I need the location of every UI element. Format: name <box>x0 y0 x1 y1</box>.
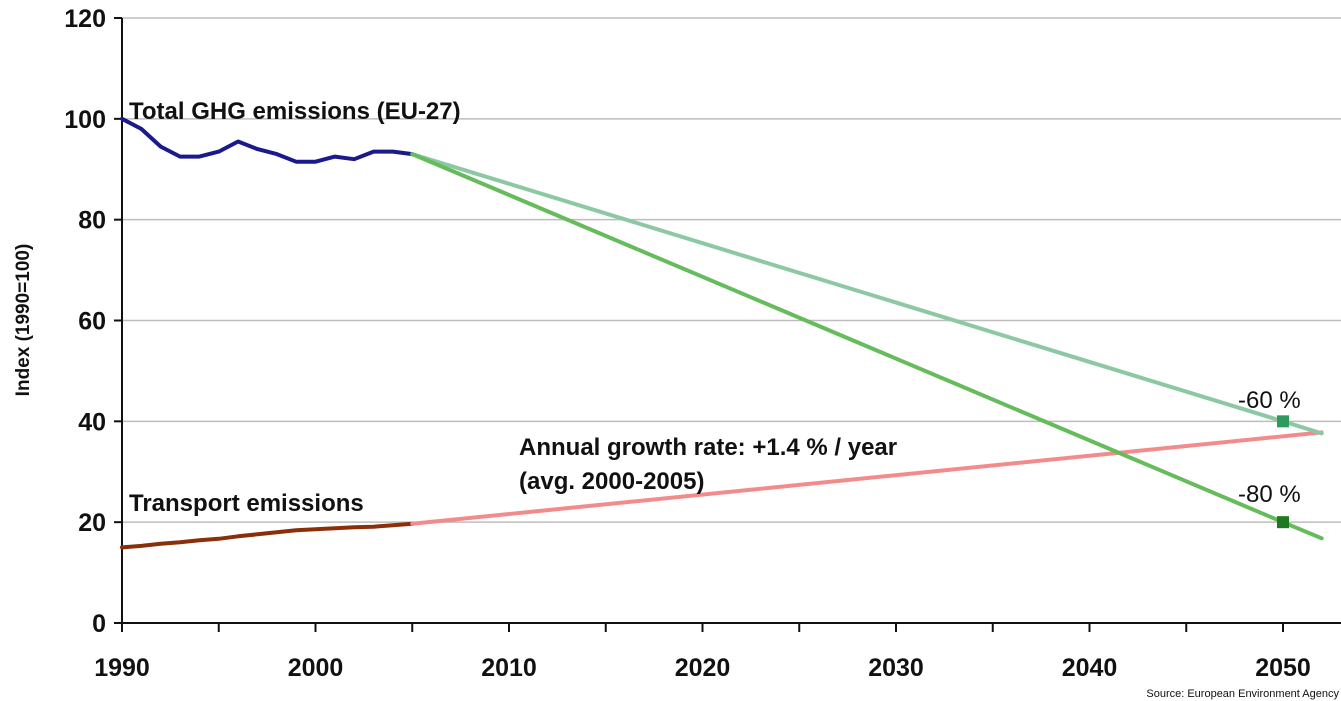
y-tick-label: 100 <box>64 106 106 134</box>
x-tick-label: 1990 <box>94 654 150 682</box>
y-tick-label: 0 <box>92 610 106 638</box>
growth-rate-period-annotation: (avg. 2000-2005) <box>519 468 704 495</box>
x-tick-label: 2040 <box>1062 654 1118 682</box>
transport-series-label: Transport emissions <box>129 490 364 517</box>
y-axis-label: Index (1990=100) <box>13 244 34 397</box>
series-line-1 <box>120 521 415 550</box>
ghg-series-label: Total GHG emissions (EU-27) <box>129 98 461 125</box>
minus-80-label: -80 % <box>1238 481 1301 508</box>
series-line-3 <box>410 152 1324 436</box>
target-marker-1 <box>1277 516 1289 529</box>
x-tick-label: 2030 <box>868 654 924 682</box>
y-tick-label: 40 <box>78 408 106 436</box>
x-tick-label: 2050 <box>1255 654 1311 682</box>
target-marker-0 <box>1277 415 1289 428</box>
source-note: Source: European Environment Agency <box>1146 688 1339 700</box>
x-tick-label: 2020 <box>675 654 731 682</box>
x-tick-label: 2000 <box>288 654 344 682</box>
y-tick-label: 120 <box>64 5 106 33</box>
gridlines <box>122 17 1341 523</box>
y-tick-label: 80 <box>78 207 106 235</box>
x-tick-label: 2010 <box>481 654 537 682</box>
growth-rate-annotation: Annual growth rate: +1.4 % / year <box>519 434 897 461</box>
target-markers <box>1277 415 1289 529</box>
series-line-0 <box>120 116 415 164</box>
series-lines <box>120 116 1324 550</box>
y-tick-label: 60 <box>78 308 106 336</box>
y-tick-label: 20 <box>78 509 106 537</box>
minus-60-label: -60 % <box>1238 387 1301 414</box>
series-line-2 <box>410 430 1324 526</box>
